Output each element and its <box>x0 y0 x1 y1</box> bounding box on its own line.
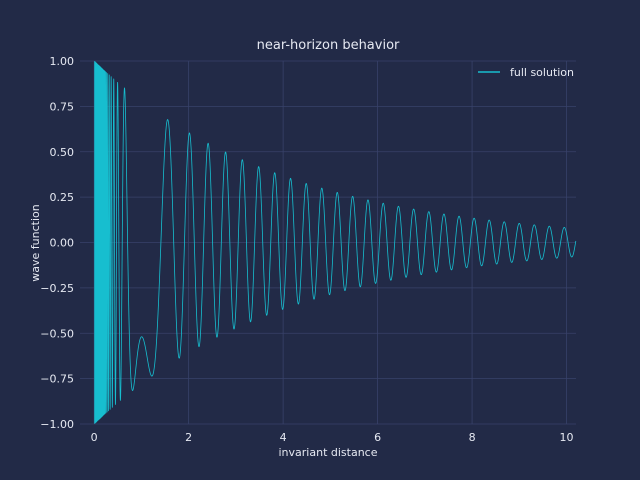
x-tick-label-0: 0 <box>91 431 98 444</box>
chart-title: near-horizon behavior <box>257 38 400 53</box>
y-tick-label-5: 0.25 <box>50 191 75 204</box>
x-tick-label-1: 2 <box>185 431 192 444</box>
y-tick-label-1: −0.75 <box>40 373 74 386</box>
x-tick-label-3: 6 <box>374 431 381 444</box>
series-layer <box>94 61 577 424</box>
grid-lines <box>80 60 576 425</box>
y-axis-title: wave function <box>29 204 42 281</box>
y-tick-label-6: 0.50 <box>50 146 75 159</box>
series-line-full-solution <box>94 61 577 424</box>
x-tick-label-4: 8 <box>469 431 476 444</box>
y-tick-label-4: 0.00 <box>50 237 75 250</box>
y-tick-label-2: −0.50 <box>40 327 74 340</box>
y-tick-label-3: −0.25 <box>40 282 74 295</box>
y-tick-label-7: 0.75 <box>50 100 75 113</box>
legend: full solution <box>478 66 574 79</box>
legend-label: full solution <box>510 66 574 79</box>
x-axis-title: invariant distance <box>279 446 378 459</box>
x-tick-label-5: 10 <box>560 431 574 444</box>
x-tick-labels: 0 2 4 6 8 10 <box>91 431 574 444</box>
y-tick-labels: −1.00 −0.75 −0.50 −0.25 0.00 0.25 0.50 0.75 1.00 <box>40 55 74 431</box>
x-tick-label-2: 4 <box>280 431 287 444</box>
y-tick-label-0: −1.00 <box>40 418 74 431</box>
y-tick-label-8: 1.00 <box>50 55 75 68</box>
